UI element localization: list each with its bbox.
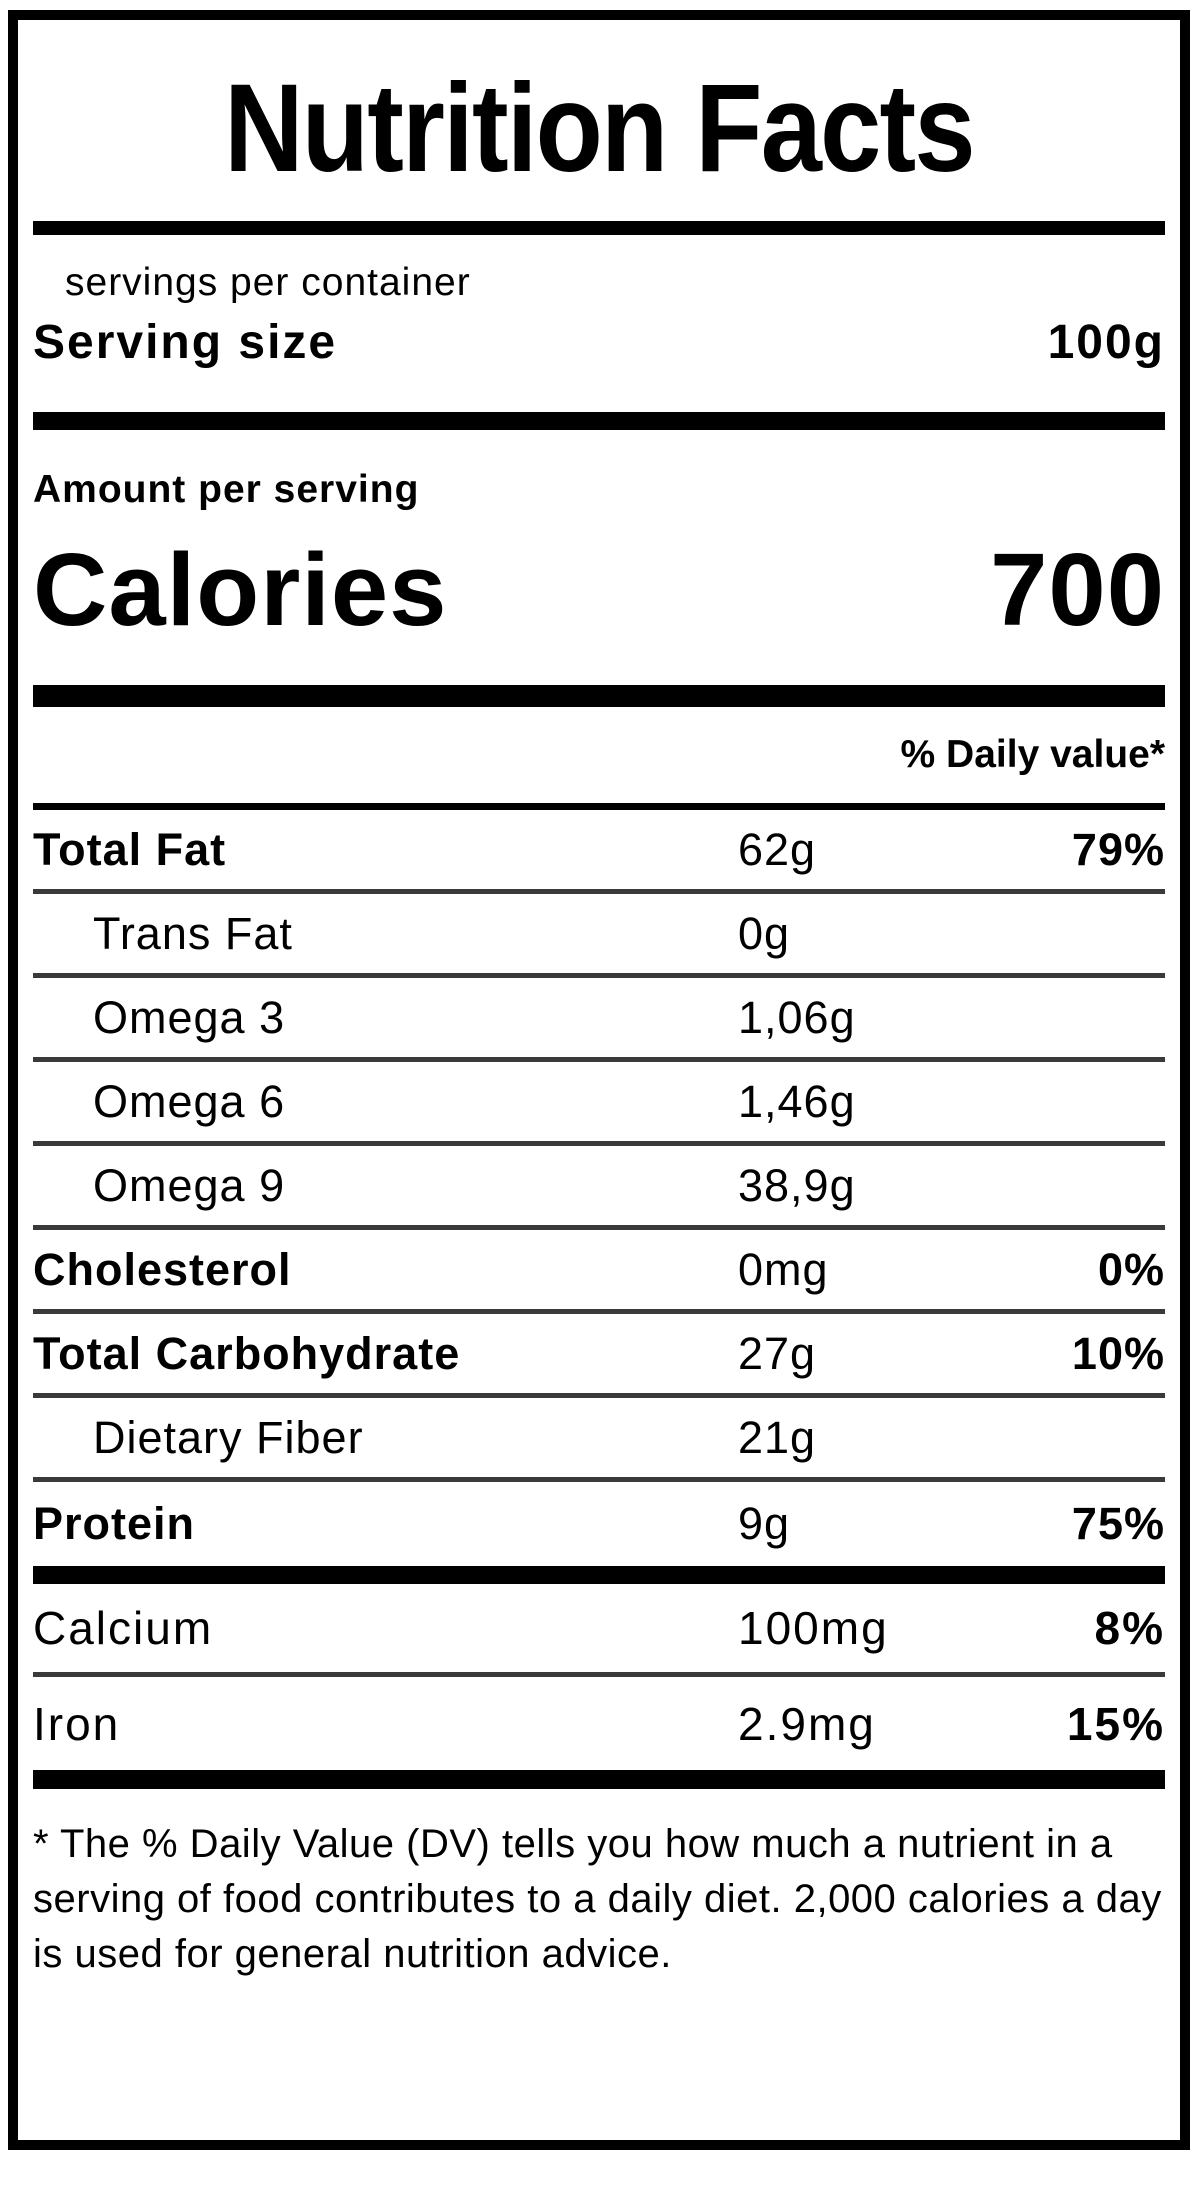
nutrient-amount: 1,06g [738, 991, 856, 1043]
nutrient-daily-value: 79% [1071, 823, 1165, 875]
thick-rule-3 [33, 685, 1165, 707]
nutrient-name: Total Carbohydrate [33, 1327, 461, 1379]
calories-value: 700 [990, 532, 1165, 647]
nutrient-amount: 0mg [738, 1243, 829, 1295]
nutrient-row-protein: Protein 9g 75% [33, 1482, 1165, 1566]
nutrient-amount: 1,46g [738, 1075, 856, 1127]
nutrient-amount: 27g [738, 1327, 817, 1379]
nutrient-daily-value: 10% [1071, 1327, 1165, 1379]
nutrient-amount: 38,9g [738, 1159, 856, 1211]
nutrient-amount: 9g [738, 1498, 791, 1549]
servings-per-container: servings per container [65, 261, 471, 304]
mineral-name: Iron [33, 1697, 121, 1750]
thick-rule-5 [33, 1770, 1165, 1789]
nutrient-row-total-fat: Total Fat 62g 79% [33, 810, 1165, 894]
thick-rule-2 [33, 412, 1165, 430]
nutrient-name: Cholesterol [33, 1243, 292, 1295]
nutrient-row-dietary-fiber: Dietary Fiber 21g [33, 1398, 1165, 1482]
mineral-name: Calcium [33, 1602, 214, 1654]
nutrient-amount: 0g [738, 907, 791, 959]
nutrient-amount: 21g [738, 1411, 817, 1463]
nutrient-row-omega-9: Omega 9 38,9g [33, 1146, 1165, 1230]
nutrient-name: Protein [33, 1498, 196, 1549]
nutrient-row-cholesterol: Cholesterol 0mg 0% [33, 1230, 1165, 1314]
nutrient-name: Omega 9 [93, 1159, 286, 1211]
mineral-amount: 2.9mg [738, 1697, 876, 1750]
nutrient-name: Dietary Fiber [93, 1411, 364, 1463]
serving-size-row: Serving size 100g [33, 315, 1165, 370]
serving-size-value: 100g [1047, 316, 1165, 369]
nutrient-amount: 62g [738, 823, 817, 875]
nutrient-row-total-carbohydrate: Total Carbohydrate 27g 10% [33, 1314, 1165, 1398]
label-title-text: Nutrition Facts [224, 59, 975, 198]
nutrient-name: Total Fat [33, 823, 227, 875]
nutrient-daily-value: 75% [1071, 1498, 1165, 1549]
minerals-table: Calcium 100mg 8% Iron 2.9mg 15% [33, 1584, 1165, 1770]
calories-row: Calories 700 [33, 538, 1165, 641]
nutrient-name: Trans Fat [93, 907, 293, 959]
serving-size-label: Serving size [33, 316, 338, 369]
mineral-daily-value: 8% [1094, 1602, 1165, 1654]
nutrient-row-omega-6: Omega 6 1,46g [33, 1062, 1165, 1146]
mineral-row-iron: Iron 2.9mg 15% [33, 1677, 1165, 1770]
nutrient-table: Total Fat 62g 79% Trans Fat 0g Omega 3 1… [33, 810, 1165, 1566]
footnote: * The % Daily Value (DV) tells you how m… [33, 1822, 1162, 1977]
mineral-daily-value: 15% [1066, 1697, 1165, 1750]
daily-value-header: % Daily value* [33, 733, 1165, 810]
thick-rule-1 [33, 221, 1165, 235]
nutrient-row-trans-fat: Trans Fat 0g [33, 894, 1165, 978]
nutrition-facts-label: Nutrition Facts servings per container S… [8, 10, 1190, 2150]
nutrient-daily-value: 0% [1097, 1243, 1165, 1295]
thick-rule-4 [33, 1566, 1165, 1584]
mineral-row-calcium: Calcium 100mg 8% [33, 1584, 1165, 1677]
nutrient-row-omega-3: Omega 3 1,06g [33, 978, 1165, 1062]
mineral-amount: 100mg [738, 1602, 889, 1654]
nutrient-name: Omega 3 [93, 991, 286, 1043]
label-title: Nutrition Facts [33, 66, 1165, 191]
nutrient-name: Omega 6 [93, 1075, 286, 1127]
amount-per-serving-label: Amount per serving [33, 468, 420, 511]
calories-label: Calories [33, 532, 448, 647]
